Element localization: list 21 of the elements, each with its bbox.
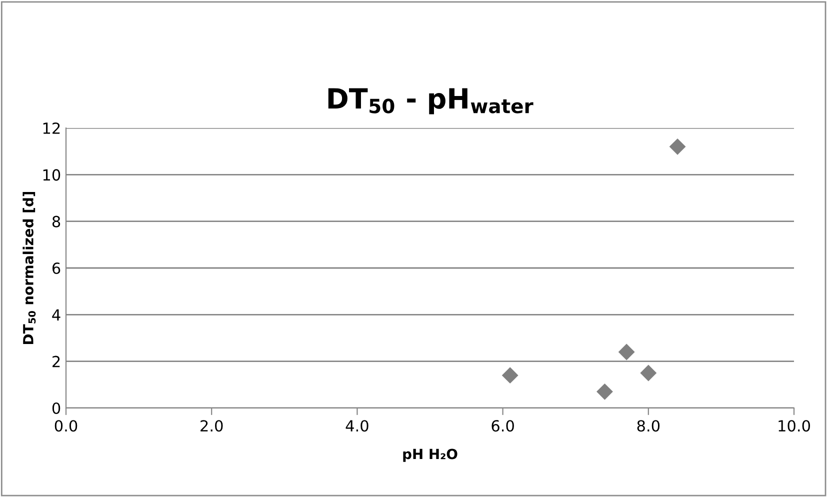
- chart-title: DT$_{50}$ - pH$_{water}$: [328, 88, 534, 114]
- y-tick-label: 2: [52, 356, 60, 368]
- y-tick-label: 6: [52, 262, 60, 274]
- y-tick-label: 8: [52, 216, 60, 228]
- point: [669, 138, 686, 155]
- point: [596, 383, 613, 400]
- x-axis-title: pH H₂O: [403, 448, 458, 462]
- x-tick-label: 2.0: [200, 420, 223, 432]
- y-tick-label: 12: [43, 122, 60, 134]
- y-tick-label: 4: [52, 309, 60, 320]
- y-axis-title: DT$_{50}$ normalized [d]: [22, 192, 36, 344]
- point: [640, 364, 657, 382]
- x-tick-label: 4.0: [346, 420, 368, 432]
- point: [618, 344, 635, 360]
- y-tick-label: 10: [43, 169, 60, 181]
- x-tick-label: 6.0: [492, 420, 514, 432]
- x-tick-label: 0.0: [54, 420, 78, 432]
- x-tick-label: 10.0: [778, 420, 810, 432]
- y-tick-label: 0: [52, 402, 60, 414]
- point: [502, 367, 518, 384]
- x-tick-label: 8.0: [637, 420, 660, 432]
